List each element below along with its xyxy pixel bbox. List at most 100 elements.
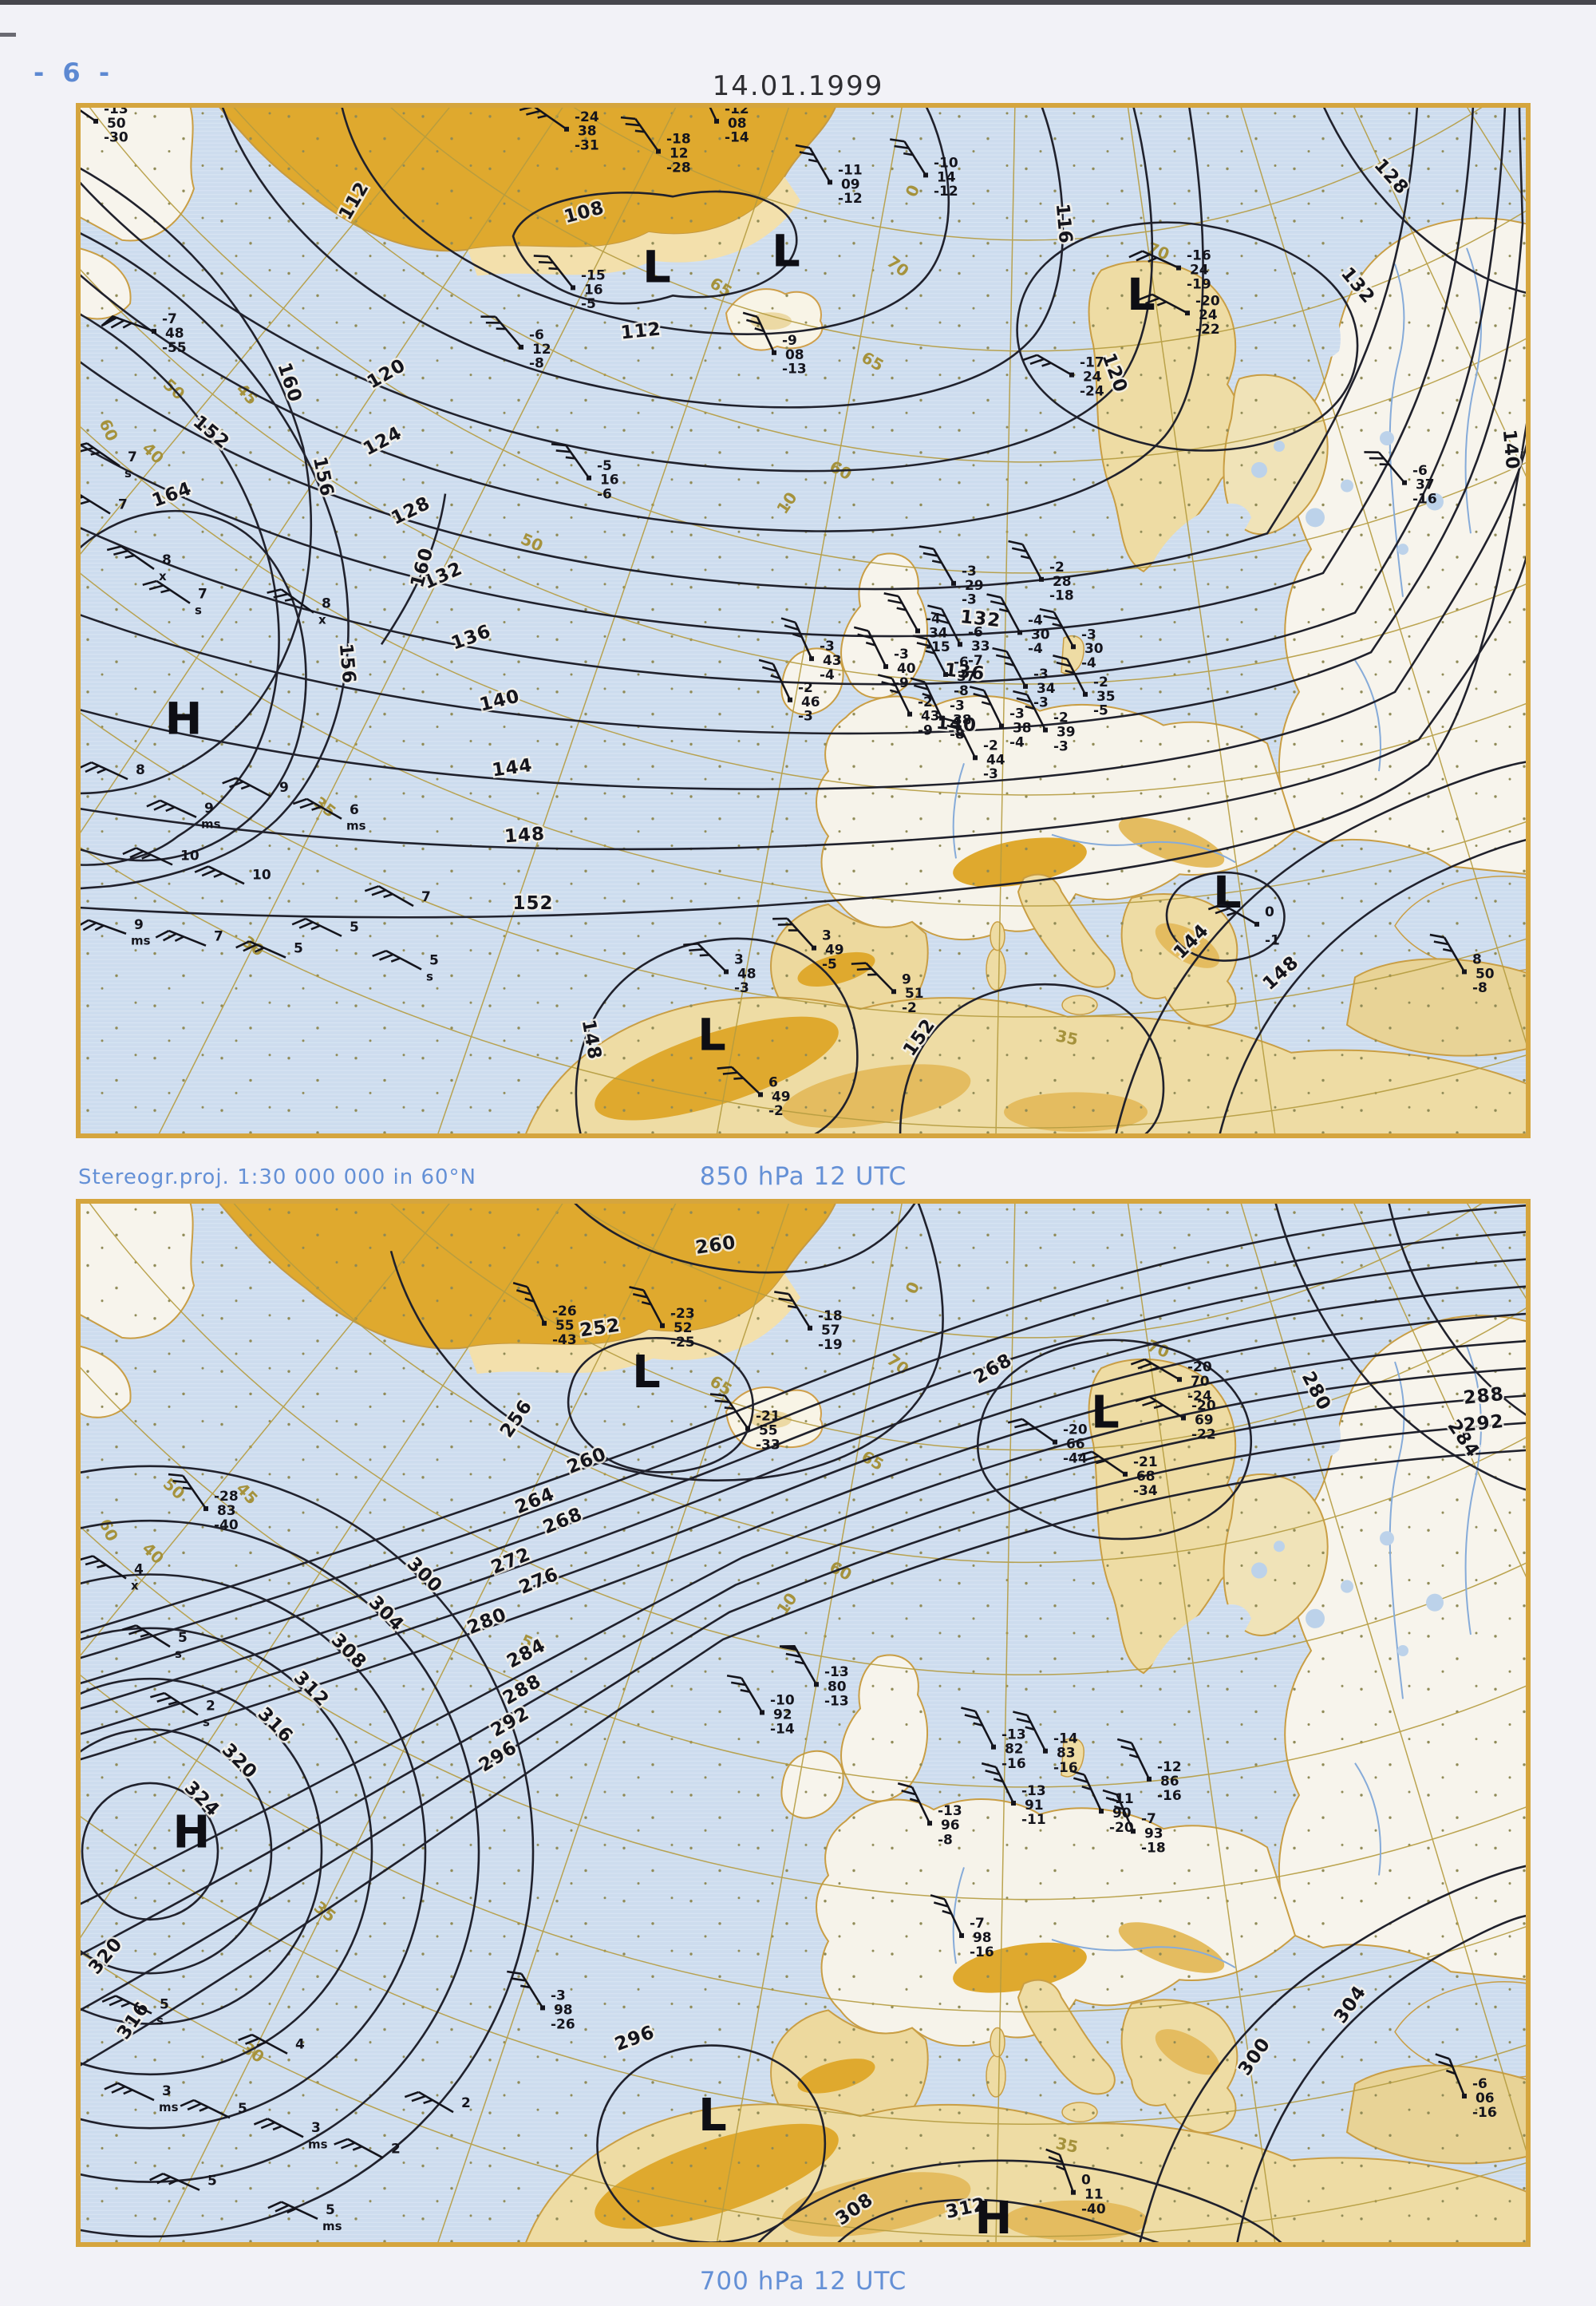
wind-barb: [1022, 354, 1073, 376]
station-height: 98: [554, 2002, 573, 2018]
station-dewpoint: -2: [902, 999, 917, 1015]
station-temp: -16: [1187, 247, 1211, 263]
station-height: 83: [1057, 1746, 1076, 1762]
wind-barb: [1364, 451, 1405, 484]
station-height: 35: [1096, 688, 1116, 704]
wind-barb: [150, 1691, 199, 1716]
station-height: 52: [674, 1320, 693, 1336]
station-height: 91: [1025, 1798, 1044, 1814]
map-panel-700: 252 256 260 260 264 268 268 272 276 280 280 284 284 2…: [78, 1201, 1528, 2245]
pressure-center-L: L: [698, 2090, 727, 2142]
station-dewpoint: -3: [962, 591, 977, 607]
station-dewpoint: -8: [529, 355, 544, 371]
wind-barb: [1008, 540, 1043, 580]
station-height: 40: [897, 660, 916, 676]
station-height: 55: [555, 1318, 575, 1334]
wind-barb: [1077, 1450, 1126, 1475]
wind-barb: [222, 777, 272, 798]
wind-barb: [253, 2118, 304, 2138]
station-temp: -2: [918, 694, 933, 710]
station-dewpoint: -6: [597, 486, 612, 502]
station-plot: 649-2: [717, 1066, 791, 1118]
station-temp: -24: [575, 109, 599, 125]
station-temp: -17: [1080, 354, 1104, 370]
station-tag: ms: [322, 2219, 342, 2233]
station-temp: -15: [581, 267, 606, 283]
wind-barb: [235, 940, 286, 959]
station-plot: 011-40: [1045, 2148, 1106, 2217]
station-plot: -633-7: [927, 604, 990, 668]
wind-value: 5: [160, 1996, 169, 2012]
station-height: 46: [801, 694, 820, 710]
wind-value: 5: [294, 940, 303, 956]
station-temp: -3: [1081, 626, 1096, 642]
station-tag: s: [124, 466, 132, 481]
station-dewpoint: -3: [734, 979, 749, 995]
station-temp: -3: [1009, 706, 1025, 722]
station-temp: -20: [1191, 1398, 1216, 1414]
pressure-center-L: L: [632, 1347, 661, 1398]
station-height: 12: [532, 341, 551, 357]
station-temp: 0: [1081, 2173, 1091, 2189]
wind-value: 9: [204, 800, 214, 816]
station-height: 30: [1031, 626, 1050, 642]
wind-barb: [180, 2098, 231, 2119]
wind-report: 5: [149, 2172, 217, 2191]
wind-barb: [918, 545, 955, 584]
wind-barb: [779, 1645, 818, 1685]
station-dewpoint: -12: [934, 183, 958, 199]
wind-report: 10: [194, 865, 271, 885]
wind-report: 5ms: [267, 2201, 342, 2233]
wind-barb: [1013, 690, 1047, 731]
station-height: 08: [785, 346, 804, 362]
wind-barb: [106, 545, 155, 571]
station-dewpoint: -13: [782, 361, 807, 377]
station-height: 80: [828, 1679, 847, 1695]
contours-850: [78, 105, 1528, 1136]
wind-report: 10: [122, 847, 200, 866]
caption-700: 700 hPa 12 UTC: [699, 2267, 907, 2296]
wind-barb: [780, 617, 813, 659]
station-dewpoint: -8: [954, 682, 969, 698]
wind-report: 3ms: [104, 2082, 179, 2114]
station-height: 28: [1053, 573, 1072, 589]
wind-barb: [507, 1970, 544, 2009]
station-plot: -239-3: [1013, 690, 1076, 754]
wind-value: 10: [180, 847, 200, 863]
station-dewpoint: -22: [1195, 321, 1220, 337]
wind-value: 5: [238, 2101, 247, 2117]
station-height: 06: [1476, 2090, 1495, 2106]
wind-barb: [897, 1782, 931, 1824]
station-temp: -7: [970, 1916, 985, 1932]
station-dewpoint: -4: [1028, 640, 1043, 656]
station-temp: -18: [666, 131, 691, 147]
station-height: 38: [1013, 720, 1032, 736]
station-dewpoint: -18: [1141, 1840, 1166, 1856]
station-dewpoint: -2: [768, 1102, 784, 1118]
station-plot: -637-16: [1364, 451, 1437, 507]
station-dewpoint: -3: [983, 765, 998, 781]
station-dewpoint: -16: [1412, 491, 1437, 507]
station-height: 43: [921, 708, 940, 724]
wind-barb: [334, 2138, 384, 2159]
wind-barb: [364, 884, 414, 908]
wind-barb: [1045, 2148, 1075, 2193]
station-temp: -6: [529, 326, 544, 342]
station-height: 51: [905, 985, 924, 1001]
station-tag: x: [159, 569, 167, 583]
chart-date: 14.01.1999: [712, 70, 884, 102]
station-plot: -430-4: [986, 593, 1050, 656]
station-dewpoint: -34: [1133, 1483, 1158, 1499]
station-temp: -13: [824, 1664, 849, 1680]
station-height: 49: [772, 1088, 791, 1104]
wind-value: 2: [461, 2095, 471, 2111]
station-plot: -334-3: [992, 647, 1056, 710]
